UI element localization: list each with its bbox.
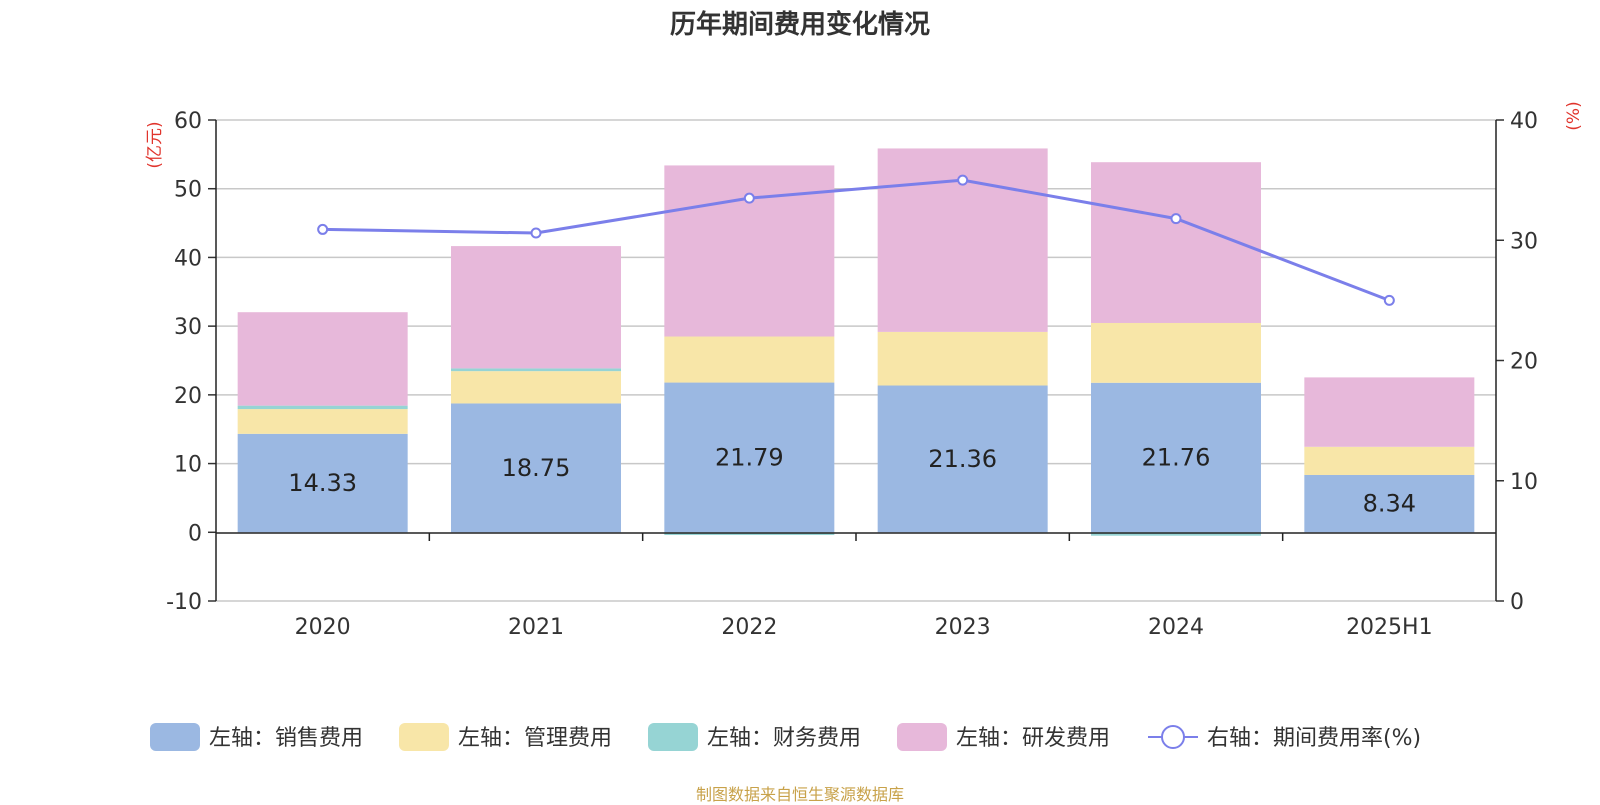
bar-segment: [451, 371, 621, 404]
bar-segment: [237, 433, 408, 533]
left-axis-tick-label: 30: [174, 315, 202, 340]
bar-segment: [664, 336, 835, 383]
x-axis-category-label: 2020: [295, 615, 351, 640]
legend-circle-marker: [1161, 725, 1185, 749]
x-axis-category-label: 2021: [508, 615, 564, 640]
legend-swatch: [648, 723, 698, 751]
bar-segment: [1304, 446, 1475, 475]
bar-segment: [664, 165, 835, 337]
bar-segment: [664, 382, 835, 533]
legend-label: 左轴：管理费用: [458, 726, 612, 751]
left-axis-unit-label: (亿元): [145, 121, 165, 168]
right-axis-tick-label: 40: [1510, 109, 1538, 134]
left-axis-tick-label: 50: [174, 178, 202, 203]
left-axis-tick-label: 40: [174, 246, 202, 271]
left-axis-tick-label: 20: [174, 384, 202, 409]
x-axis-category-label: 2025H1: [1346, 615, 1433, 640]
left-axis-tick-label: 60: [174, 109, 202, 134]
bar-segment: [1304, 377, 1475, 447]
rate-line-point: [743, 192, 755, 204]
left-axis-tick-label: 0: [188, 521, 202, 546]
rate-line-point: [1170, 213, 1182, 225]
axes: -10 0 10 20 30 40 50 60 0 10 20 30 40 2020 2021 2022 202…: [145, 101, 1584, 640]
legend: 左轴：销售费用 左轴：管理费用 左轴：财务费用 左轴：研发费用 右轴：期间费用率(%): [150, 723, 1421, 751]
bar-segment: [1304, 474, 1475, 533]
rate-line-point: [530, 227, 542, 239]
bar-segment: [1091, 532, 1261, 536]
right-axis-tick-label: 0: [1510, 590, 1524, 615]
bar-segment: [237, 409, 408, 434]
bar-segment: [451, 403, 621, 533]
legend-label: 左轴：财务费用: [707, 726, 861, 751]
legend-swatch: [897, 723, 947, 751]
rate-line-point: [1383, 294, 1395, 306]
data-label: 8.34: [1363, 490, 1416, 518]
bar-segment: [237, 312, 408, 406]
bar-segment: [1091, 162, 1261, 323]
legend-swatch: [399, 723, 449, 751]
right-axis-tick-label: 30: [1510, 229, 1538, 254]
rate-line-point: [317, 223, 329, 235]
bar-segment: [877, 331, 1048, 386]
left-axis-tick-label: 10: [174, 453, 202, 478]
data-label: 21.79: [715, 443, 784, 471]
right-axis-tick-label: 10: [1510, 470, 1538, 495]
data-label: 18.75: [502, 454, 571, 482]
bar-segment: [1091, 382, 1261, 533]
bar-segment: [237, 405, 408, 410]
rate-line-path: [322, 178, 1390, 302]
legend-label: 左轴：销售费用: [209, 726, 363, 751]
legend-label: 左轴：研发费用: [956, 726, 1110, 751]
data-label: 21.36: [928, 445, 997, 473]
bar-stacks: [237, 148, 1475, 536]
bar-segment: [877, 385, 1048, 533]
data-source-note: 制图数据来自恒生聚源数据库: [695, 785, 904, 804]
data-label: 21.76: [1142, 444, 1211, 472]
rate-line: [317, 174, 1395, 306]
right-axis-unit-label: (%): [1564, 101, 1584, 130]
bar-segment: [1091, 322, 1261, 383]
x-axis-category-label: 2024: [1148, 615, 1204, 640]
right-axis-tick-label: 20: [1510, 350, 1538, 375]
x-axis-category-label: 2023: [935, 615, 991, 640]
data-label: 14.33: [288, 469, 357, 497]
x-axis-category-label: 2022: [721, 615, 777, 640]
left-axis-tick-label: -10: [166, 590, 202, 615]
chart-area: -10 0 10 20 30 40 50 60 0 10 20 30 40 2020 2021 2022 202…: [145, 101, 1584, 751]
legend-label: 右轴：期间费用率(%): [1207, 726, 1421, 751]
chart-title: 历年期间费用变化情况: [669, 10, 930, 40]
grid-lines: [216, 119, 1496, 602]
data-labels: 14.33 18.75 21.79 21.36 21.76 8.34: [288, 443, 1416, 517]
bar-segment: [451, 246, 621, 369]
legend-swatch: [150, 723, 200, 751]
rate-line-point: [957, 174, 969, 186]
bar-segment: [451, 368, 621, 372]
